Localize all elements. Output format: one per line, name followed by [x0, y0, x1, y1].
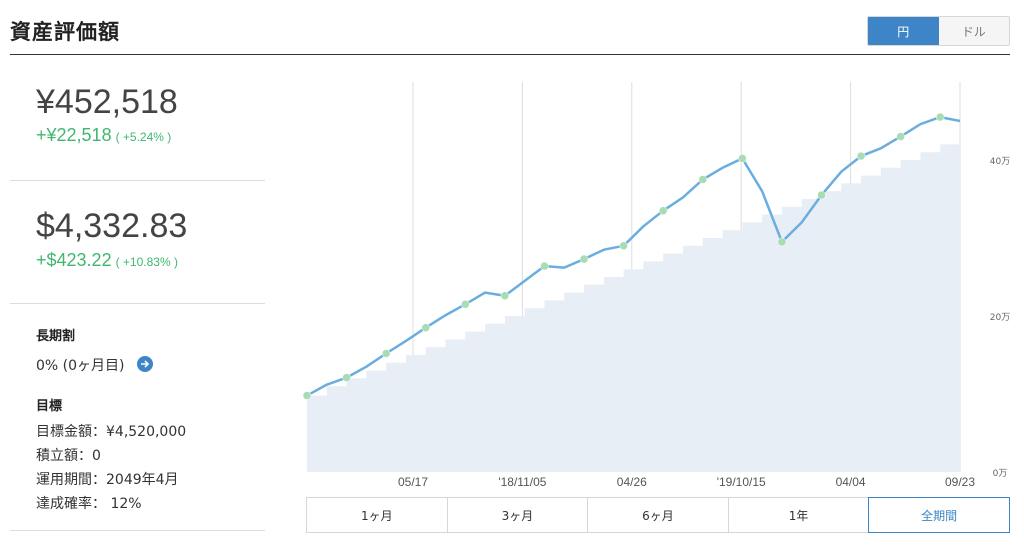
x-tick-label: '18/11/05	[498, 475, 546, 489]
x-tick-label: 04/04	[836, 475, 866, 489]
period-1m-button[interactable]: 1ヶ月	[307, 498, 448, 532]
data-point-marker	[698, 175, 708, 184]
data-point-marker	[500, 291, 510, 300]
data-point-marker	[461, 300, 470, 309]
period-all-button[interactable]: 全期間	[868, 497, 1010, 533]
data-point-marker	[302, 391, 312, 400]
data-point-marker	[935, 112, 945, 122]
data-point-marker	[738, 154, 747, 163]
currency-dollar-button[interactable]: ドル	[938, 17, 1009, 45]
data-point-marker	[540, 261, 549, 271]
goal-probability: 達成確率： 12%	[36, 496, 142, 512]
period-6m-button[interactable]: 6ヶ月	[588, 498, 729, 532]
x-tick-label: 05/17	[398, 475, 428, 489]
data-point-marker	[579, 254, 589, 264]
y-tick-label: 0万	[993, 469, 1008, 479]
usd-total: $4,332.83	[36, 207, 188, 245]
x-tick-label: '19/10/15	[717, 475, 766, 489]
arrow-right-icon[interactable]	[136, 356, 153, 372]
long-term-value: 0% (0ヶ月目)	[36, 355, 153, 375]
goal-period: 運用期間：2049年4月	[36, 472, 179, 488]
period-3m-button[interactable]: 3ヶ月	[447, 498, 589, 532]
y-tick-label: 20万	[990, 313, 1010, 323]
valuation-line	[306, 115, 961, 397]
data-point-marker	[381, 349, 391, 358]
usd-change: +$423.22( +10.83% )	[36, 250, 178, 271]
summary-panel: ¥452,518 +¥22,518( +5.24% ) $4,332.83 +$…	[10, 55, 265, 545]
yen-change-amount: +¥22,518	[36, 125, 112, 145]
yen-change: +¥22,518( +5.24% )	[36, 125, 171, 146]
data-point-marker	[342, 373, 351, 382]
asset-chart: 05/17 '18/11/05 04/26 '19/10/15 04/04 09/23 0万…	[300, 80, 1024, 500]
divider	[10, 530, 265, 531]
usd-change-amount: +$423.22	[36, 250, 112, 270]
goal-installment: 積立額：0	[36, 448, 101, 464]
period-selector[interactable]: 1ヶ月 3ヶ月 6ヶ月 1年 全期間	[306, 497, 1010, 533]
data-point-marker	[658, 206, 668, 215]
title-divider	[10, 54, 1010, 55]
long-term-value-text: 0% (0ヶ月目)	[36, 358, 125, 374]
invested-area	[307, 136, 960, 472]
y-tick-label: 40万	[990, 157, 1010, 167]
yen-total: ¥452,518	[36, 83, 178, 121]
currency-yen-button[interactable]: 円	[868, 17, 939, 45]
data-point-marker	[619, 241, 628, 251]
goal-label: 目標	[36, 399, 63, 414]
asset-chart-svg: 05/17 '18/11/05 04/26 '19/10/15 04/04 09/23 0万…	[302, 82, 1010, 489]
usd-change-pct: ( +10.83% )	[115, 255, 178, 269]
data-point-marker	[817, 190, 826, 200]
yen-change-pct: ( +5.24% )	[115, 130, 172, 144]
divider	[10, 303, 265, 304]
data-point-marker	[856, 151, 866, 161]
data-point-marker	[421, 323, 430, 332]
long-term-label: 長期割	[36, 329, 76, 344]
goal-amount: 目標金額：¥4,520,000	[36, 424, 187, 440]
x-tick-label: 09/23	[945, 475, 975, 489]
period-1y-button[interactable]: 1年	[728, 498, 870, 532]
page-title: 資産評価額	[10, 20, 120, 44]
divider	[10, 180, 265, 181]
x-tick-label: 04/26	[617, 475, 647, 489]
data-point-marker	[896, 132, 905, 141]
data-point-marker	[777, 237, 787, 247]
currency-toggle[interactable]: 円 ドル	[867, 16, 1010, 46]
